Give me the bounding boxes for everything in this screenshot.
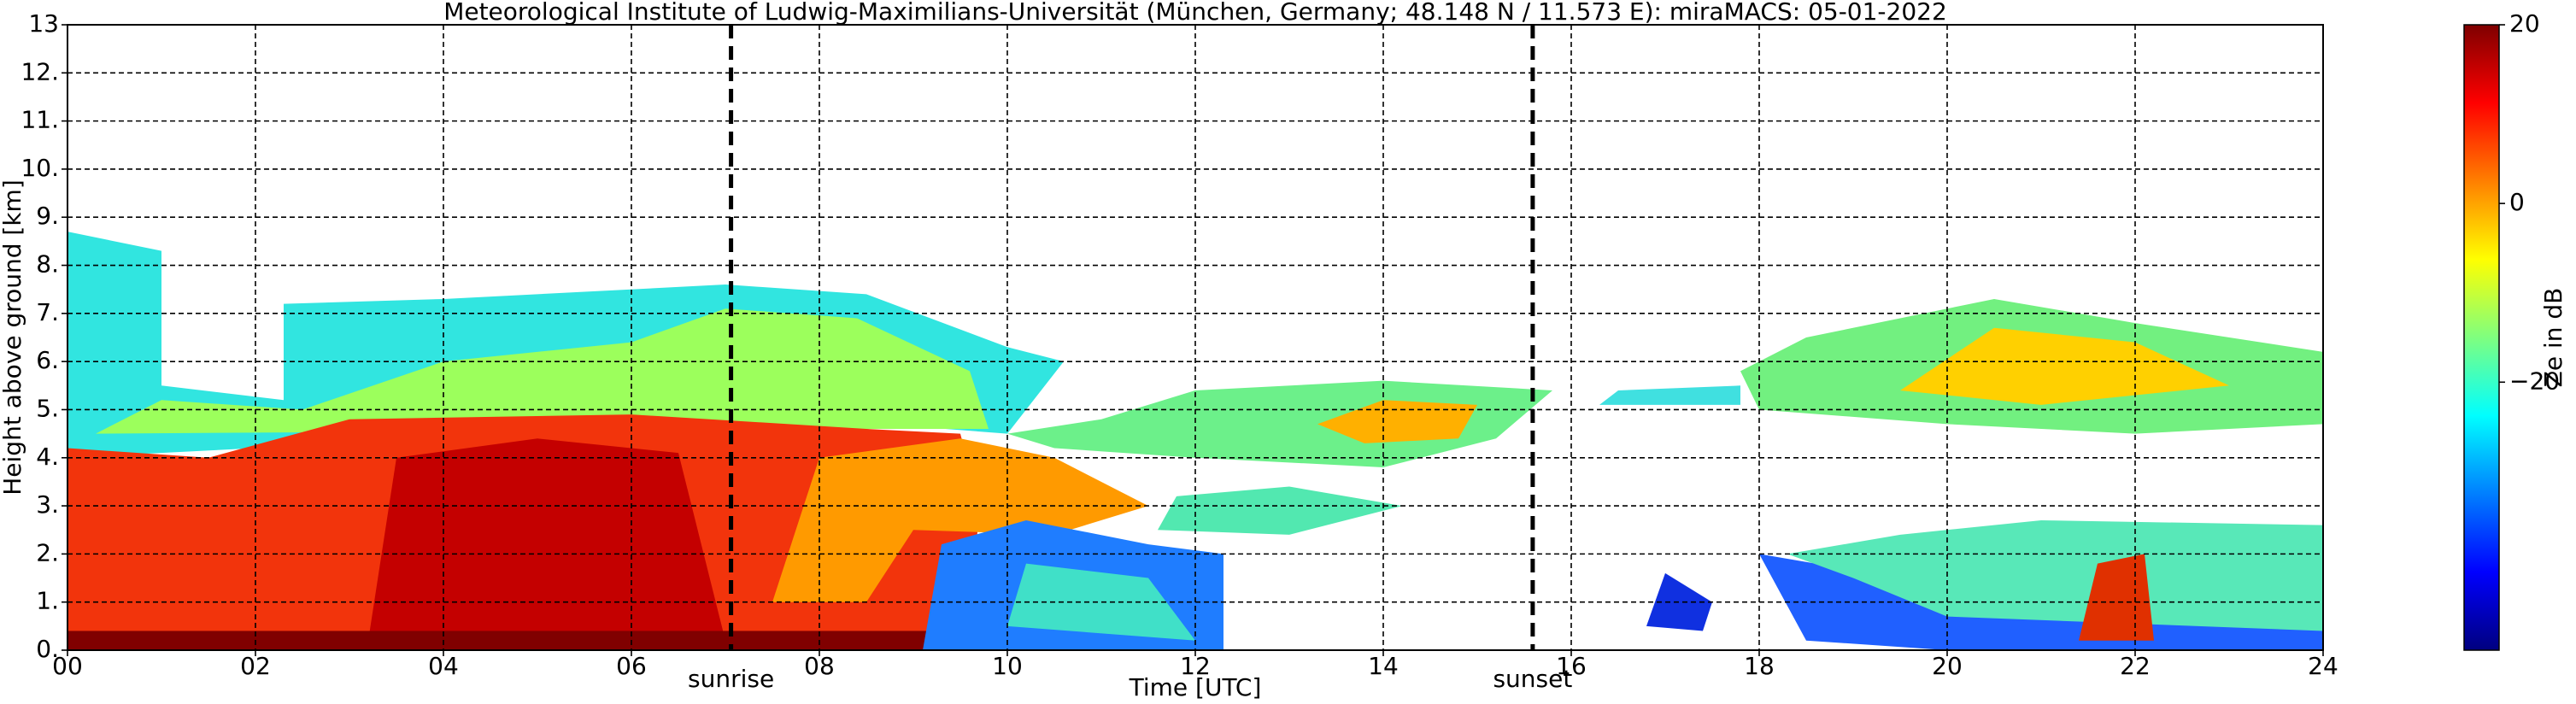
colorbar — [2463, 24, 2500, 651]
x-tick-label: 18 — [1744, 652, 1775, 680]
x-tick-label: 12 — [1180, 652, 1211, 680]
x-tick-label: 24 — [2308, 652, 2338, 680]
cloud-region — [772, 438, 1148, 602]
x-tick-label: 14 — [1368, 652, 1399, 680]
y-tick-label: 9. — [36, 202, 59, 230]
colorbar-tick-label: 20 — [2509, 9, 2540, 38]
cloud-region — [1158, 486, 1402, 535]
x-tick-label: 10 — [992, 652, 1023, 680]
y-tick-label: 3. — [36, 490, 59, 519]
cloud-region — [1599, 385, 1740, 405]
y-tick-label: 1. — [36, 587, 59, 615]
y-tick-label: 4. — [36, 443, 59, 471]
x-tick-label: 00 — [52, 652, 83, 680]
event-label: sunrise — [688, 665, 774, 693]
cloud-region — [1007, 380, 1552, 468]
y-tick-label: 8. — [36, 250, 59, 279]
event-label: sunset — [1493, 665, 1572, 693]
colorbar-label: Ze in dB — [2539, 288, 2567, 388]
colorbar-tick-label: 0 — [2509, 188, 2525, 216]
y-tick-label: 0. — [36, 635, 59, 663]
y-tick-label: 10. — [21, 154, 59, 182]
y-tick-label: 5. — [36, 394, 59, 422]
y-tick-label: 6. — [36, 346, 59, 374]
y-tick-label: 11. — [21, 106, 59, 134]
cloud-region — [67, 631, 932, 650]
x-tick-label: 16 — [1556, 652, 1587, 680]
y-tick-label: 12. — [21, 57, 59, 85]
radar-field — [67, 232, 2323, 650]
cloud-region — [1317, 400, 1477, 443]
y-tick-label: 2. — [36, 538, 59, 566]
y-tick-label: 7. — [36, 298, 59, 326]
cloud-region — [1900, 327, 2229, 405]
cloud-region — [1787, 519, 2323, 631]
x-tick-label: 04 — [428, 652, 459, 680]
y-axis-label: Height above ground [km] — [0, 179, 26, 496]
x-tick-label: 06 — [616, 652, 647, 680]
y-tick-label: 13 — [28, 9, 59, 38]
cloud-region — [368, 438, 725, 641]
x-axis-label: Time [UTC] — [1129, 673, 1262, 701]
x-tick-label: 22 — [2120, 652, 2151, 680]
chart-title: Meteorological Institute of Ludwig-Maxim… — [443, 0, 1947, 26]
cloud-region — [1646, 572, 1712, 631]
x-tick-label: 20 — [1932, 652, 1963, 680]
colorbar-tick-label: −20 — [2509, 367, 2560, 395]
x-tick-label: 02 — [240, 652, 271, 680]
x-tick-label: 08 — [804, 652, 835, 680]
cloud-region — [96, 308, 989, 434]
